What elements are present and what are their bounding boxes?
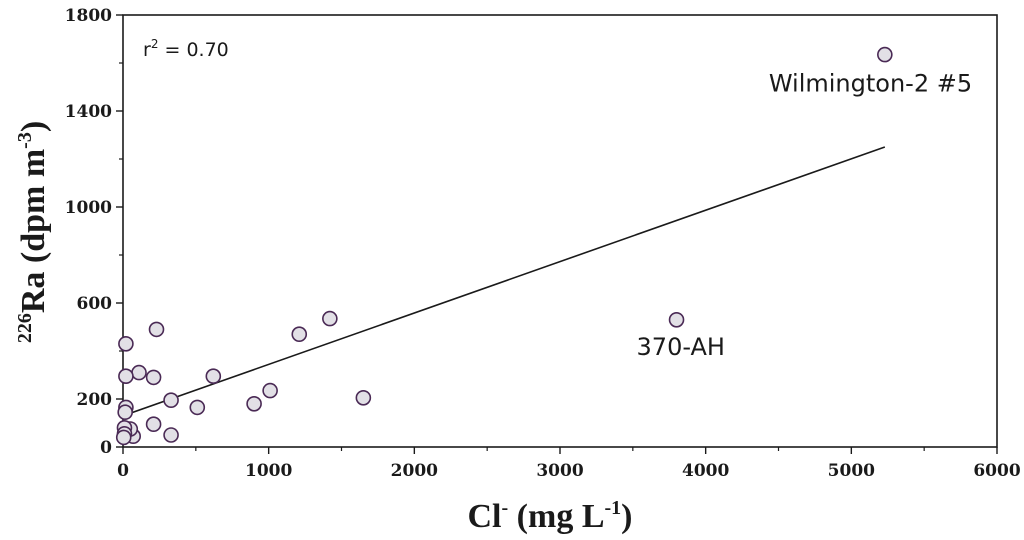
y-axis-title: 226Ra (dpm m-3) bbox=[14, 121, 52, 343]
x-tick-label: 1000 bbox=[245, 461, 292, 481]
data-point bbox=[118, 368, 134, 385]
data-point bbox=[205, 368, 222, 385]
data-point bbox=[322, 310, 338, 327]
y-tick-label: 0 bbox=[100, 438, 112, 458]
data-point bbox=[877, 46, 893, 63]
x-tick-label: 6000 bbox=[973, 461, 1020, 481]
x-tick-label: 4000 bbox=[682, 461, 729, 481]
y-tick-label: 1800 bbox=[65, 6, 112, 26]
point-annotation: 370-AH bbox=[637, 333, 725, 361]
data-point bbox=[163, 392, 179, 409]
data-point bbox=[246, 395, 262, 412]
data-point bbox=[115, 429, 132, 446]
data-point bbox=[262, 382, 278, 399]
data-point bbox=[131, 364, 147, 381]
data-point bbox=[189, 399, 206, 416]
x-axis-title: Cl- (mg L-1) bbox=[468, 497, 633, 535]
y-tick-label: 1400 bbox=[65, 102, 112, 122]
y-tick-label: 200 bbox=[77, 390, 113, 410]
plot-area: 0 1000 2000 3000 4000 5000 6000 0 200 600 1000 1400… bbox=[14, 6, 1021, 535]
x-tick-label: 5000 bbox=[828, 461, 875, 481]
data-point bbox=[355, 389, 372, 406]
data-point bbox=[668, 311, 685, 328]
data-point bbox=[148, 321, 165, 338]
r-squared-label: r2 = 0.70 bbox=[143, 37, 229, 61]
y-tick-label: 600 bbox=[77, 294, 113, 314]
data-point bbox=[145, 369, 162, 386]
point-annotation: Wilmington-2 #5 bbox=[769, 70, 972, 98]
data-point bbox=[163, 427, 179, 443]
regression-line bbox=[122, 146, 886, 417]
data-point bbox=[291, 326, 308, 343]
x-tick-label: 2000 bbox=[391, 461, 438, 481]
x-tick-label: 3000 bbox=[536, 461, 583, 481]
data-point bbox=[118, 335, 134, 352]
y-tick-label: 1000 bbox=[65, 198, 112, 218]
data-point bbox=[117, 404, 133, 421]
x-tick-label: 0 bbox=[117, 461, 129, 481]
data-point bbox=[145, 416, 162, 433]
